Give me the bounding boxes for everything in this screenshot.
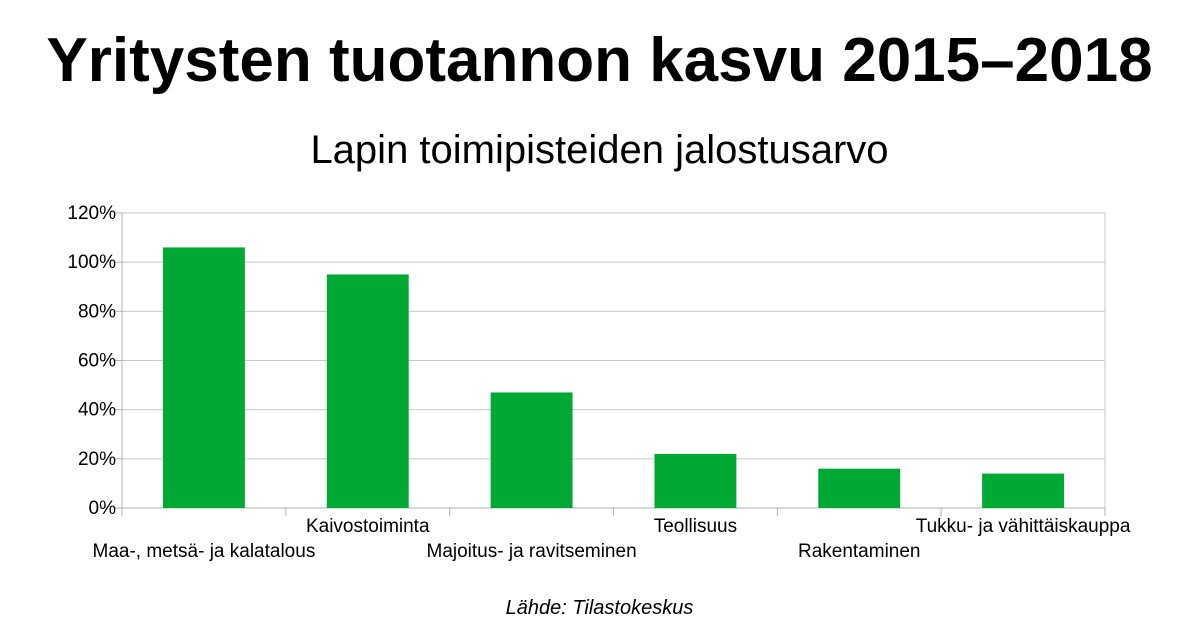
bar (326, 274, 409, 508)
x-category-label: Rakentaminen (798, 541, 921, 562)
y-tick-label: 100% (67, 252, 116, 273)
bar (982, 473, 1065, 508)
source-note: Lähde: Tilastokeskus (505, 597, 694, 619)
x-category-label: Majoitus- ja ravitseminen (427, 541, 637, 562)
y-tick-label: 0% (89, 498, 117, 519)
bar (654, 453, 737, 508)
y-tick-label: 40% (78, 400, 116, 421)
y-tick-label: 120% (67, 203, 116, 224)
x-category-label: Kaivostoiminta (306, 516, 430, 537)
y-tick-label: 20% (78, 449, 116, 470)
bar (162, 247, 245, 508)
y-tick-label: 80% (78, 301, 116, 322)
bar (818, 468, 901, 508)
x-category-label: Teollisuus (654, 516, 737, 537)
x-category-label: Tukku- ja vähittäiskauppa (916, 516, 1131, 537)
page-title: Yritysten tuotannon kasvu 2015–2018 (46, 26, 1153, 95)
x-category-label: Maa-, metsä- ja kalatalous (93, 541, 316, 562)
bar (490, 392, 573, 508)
chart-subtitle: Lapin toimipisteiden jalostusarvo (310, 128, 889, 172)
y-tick-label: 60% (78, 351, 116, 372)
